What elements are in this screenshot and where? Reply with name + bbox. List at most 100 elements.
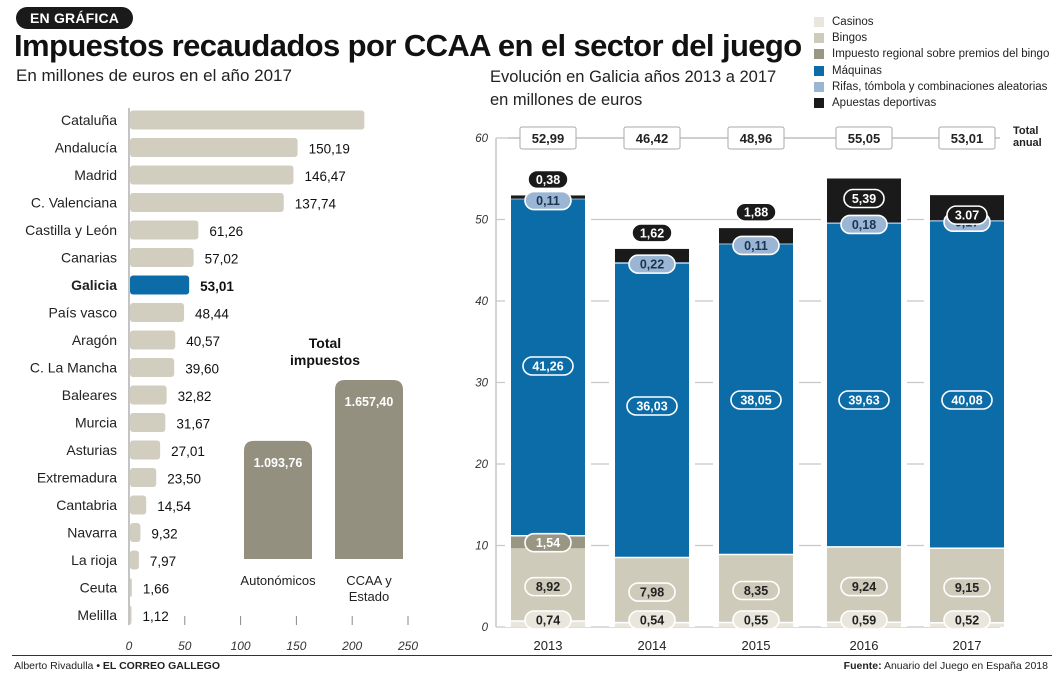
stacked-x-label: 2016	[850, 638, 879, 653]
category-label: Ceuta	[80, 580, 118, 596]
bingos-value-label: 9,15	[955, 581, 979, 595]
rifas-value-label: 0,22	[640, 258, 664, 272]
legend-swatch	[814, 33, 824, 44]
maquinas-value-pill	[730, 390, 782, 410]
bingos-value-label: 9,24	[852, 580, 876, 594]
bar-ceuta	[130, 578, 132, 597]
stacked-x-label: 2013	[534, 638, 563, 653]
maquinas-value-pill	[522, 356, 574, 376]
casinos-value-label: 0,55	[744, 614, 768, 628]
legend-label: Máquinas	[832, 64, 882, 77]
casinos-value-pill	[840, 610, 888, 630]
casinos-value-pill	[628, 610, 676, 630]
bar-la-rioja	[130, 550, 139, 570]
totals-value-label: 1.093,76	[254, 456, 303, 470]
publication-name: EL CORREO GALLEGO	[102, 660, 220, 672]
category-label: Canarias	[61, 250, 117, 266]
annual-total-label: 53,01	[951, 131, 984, 146]
value-label: 9,32	[151, 527, 177, 542]
value-label: 48,44	[195, 307, 229, 322]
bingos-value-label: 8,35	[744, 584, 768, 598]
stacked-x-label: 2017	[953, 638, 982, 653]
legend-label: Bingos	[832, 32, 868, 45]
segment-maquinas	[827, 223, 901, 547]
bar-murcia	[130, 413, 166, 432]
source-label: Fuente:	[843, 660, 882, 672]
legend-item-apuestas: Apuestas deportivas	[814, 95, 1049, 111]
rifas-value-pill	[840, 214, 888, 235]
x-tick-label: 250	[397, 639, 418, 653]
category-label: Melilla	[77, 607, 117, 623]
footer-source: Fuente: Anuario del Juego en España 2018	[844, 660, 1048, 672]
annual-total-caption-line1: Total	[1013, 125, 1038, 137]
legend-item-casinos: Casinos	[814, 14, 1049, 30]
maquinas-value-pill	[626, 396, 678, 416]
casinos-value-label: 0,54	[640, 614, 664, 628]
legend-label: Rifas, tómbola y combinaciones aleatoria…	[832, 80, 1048, 93]
stacked-y-tick-label: 20	[474, 459, 488, 471]
value-label: 146,47	[304, 169, 345, 184]
x-tick-label: 100	[231, 639, 251, 653]
category-label: Cataluña	[61, 112, 117, 128]
totals-bar	[335, 380, 403, 559]
x-tick-label: 150	[286, 639, 306, 653]
bingos-value-pill	[628, 582, 676, 602]
category-label: Castilla y León	[25, 222, 117, 238]
legend-label: Apuestas deportivas	[832, 97, 937, 110]
category-label: La rioja	[71, 552, 117, 568]
stacked-x-label: 2014	[638, 638, 667, 653]
annual-total-box	[519, 126, 577, 150]
maquinas-value-label: 40,08	[951, 394, 982, 408]
apuestas-value-label: 1,62	[640, 226, 664, 240]
stacked-y-tick-label: 0	[482, 622, 489, 634]
totals-category-label: Estado	[349, 589, 389, 604]
bar-melilla	[130, 605, 132, 625]
bingos-value-label: 7,98	[640, 586, 664, 600]
legend-swatch	[814, 98, 824, 109]
rifas-value-label: 0,11	[744, 239, 768, 253]
category-label: Navarra	[67, 525, 117, 541]
bar-catalu-a	[130, 110, 365, 130]
apuestas-value-pill	[631, 223, 673, 243]
totals-title-line1: Total	[309, 335, 341, 351]
category-label: Aragón	[72, 332, 117, 348]
totals-value-label: 1.657,40	[345, 395, 394, 409]
casinos-value-pill	[524, 610, 572, 630]
bar-c-la-mancha	[130, 358, 175, 377]
annual-total-box	[938, 126, 996, 150]
annual-total-caption-line2: anual	[1013, 137, 1042, 149]
footer-divider	[12, 655, 1052, 656]
bar-castilla-y-le-n	[130, 220, 199, 240]
bar-madrid	[130, 165, 294, 185]
impuesto-bingo-value-pill	[524, 532, 572, 553]
bar-canarias	[130, 248, 194, 267]
right-chart-subtitle: Evolución en Galicia años 2013 a 2017 en…	[490, 66, 776, 112]
bingos-value-pill	[524, 576, 572, 597]
value-label: 27,01	[171, 444, 205, 459]
value-label: 137,74	[295, 197, 337, 212]
value-label: 23,50	[167, 472, 201, 487]
footer-credit: Alberto Rivadulla • EL CORREO GALLEGO	[14, 660, 220, 672]
stacked-y-tick-label: 40	[475, 296, 488, 308]
rifas-value-label: 0,11	[536, 194, 560, 208]
category-label: Murcia	[75, 415, 117, 431]
value-label: 1,12	[143, 609, 169, 624]
legend-item-rifas: Rifas, tómbola y combinaciones aleatoria…	[814, 79, 1049, 95]
bar-asturias	[130, 440, 161, 460]
apuestas-value-pill	[527, 169, 569, 190]
category-label: Madrid	[74, 167, 117, 183]
author-name: Alberto Rivadulla	[14, 660, 94, 672]
totals-title-line2: impuestos	[290, 352, 360, 368]
legend-label: Casinos	[832, 16, 874, 29]
rifas-value-pill	[524, 190, 572, 211]
legend-item-maquinas: Máquinas	[814, 63, 1049, 79]
totals-bar	[244, 440, 312, 559]
x-tick-label: 200	[341, 639, 362, 653]
casinos-value-label: 0,52	[955, 614, 979, 628]
segment-maquinas	[930, 221, 1004, 549]
legend-swatch	[814, 49, 824, 60]
apuestas-value-pill	[843, 188, 885, 209]
legend-swatch	[814, 65, 824, 76]
bar-baleares	[130, 385, 167, 405]
apuestas-value-label: 5,39	[852, 192, 876, 206]
